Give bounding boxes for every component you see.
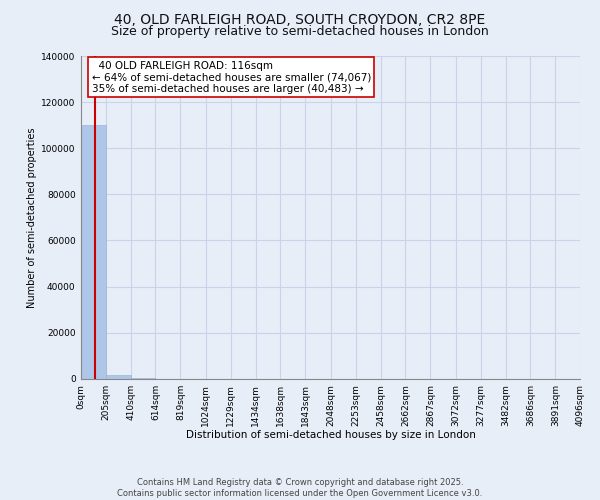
Text: 40 OLD FARLEIGH ROAD: 116sqm
← 64% of semi-detached houses are smaller (74,067)
: 40 OLD FARLEIGH ROAD: 116sqm ← 64% of se… xyxy=(92,60,371,94)
Bar xyxy=(131,378,155,379)
Text: 40, OLD FARLEIGH ROAD, SOUTH CROYDON, CR2 8PE: 40, OLD FARLEIGH ROAD, SOUTH CROYDON, CR… xyxy=(115,12,485,26)
X-axis label: Distribution of semi-detached houses by size in London: Distribution of semi-detached houses by … xyxy=(185,430,475,440)
Bar xyxy=(80,125,106,379)
Bar xyxy=(106,374,131,379)
Text: Contains HM Land Registry data © Crown copyright and database right 2025.
Contai: Contains HM Land Registry data © Crown c… xyxy=(118,478,482,498)
Text: Size of property relative to semi-detached houses in London: Size of property relative to semi-detach… xyxy=(111,25,489,38)
Y-axis label: Number of semi-detached properties: Number of semi-detached properties xyxy=(27,127,37,308)
